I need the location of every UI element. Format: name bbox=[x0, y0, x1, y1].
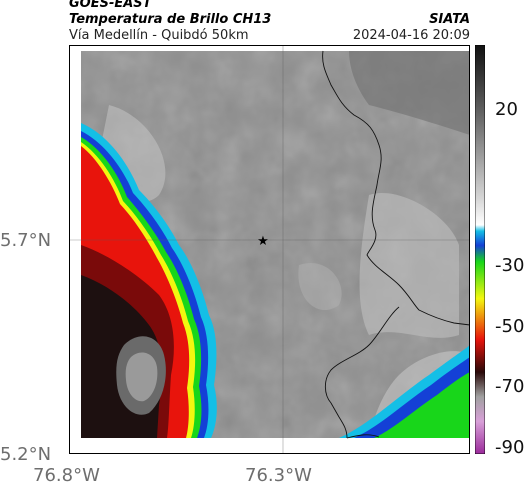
datetime-label: 2024-04-16 20:09 bbox=[352, 28, 470, 43]
lon-label-76-3: 76.3°W bbox=[245, 465, 312, 486]
lat-label-5-2: 5.2°N bbox=[0, 444, 52, 465]
colorbar-label-minus90: -90 bbox=[495, 437, 525, 458]
temperature-colorbar bbox=[475, 45, 485, 454]
region-label: Vía Medellín - Quibdó 50km bbox=[69, 28, 249, 43]
satellite-map: ★ bbox=[69, 45, 470, 454]
warm-region bbox=[359, 193, 459, 338]
department-border bbox=[322, 50, 470, 326]
product-title: Temperatura de Brillo CH13 bbox=[69, 12, 272, 27]
colorbar-label-minus30: -30 bbox=[495, 255, 525, 276]
lon-label-76-8: 76.8°W bbox=[33, 465, 100, 486]
colorbar-label-20: 20 bbox=[495, 99, 518, 120]
station-star-icon: ★ bbox=[257, 234, 269, 249]
colorbar-label-minus70: -70 bbox=[495, 376, 525, 397]
satellite-title: GOES-EAST bbox=[69, 0, 152, 11]
organization-label: SIATA bbox=[429, 12, 470, 27]
lat-label-5-7: 5.7°N bbox=[0, 230, 52, 251]
colorbar-label-minus50: -50 bbox=[495, 316, 525, 337]
